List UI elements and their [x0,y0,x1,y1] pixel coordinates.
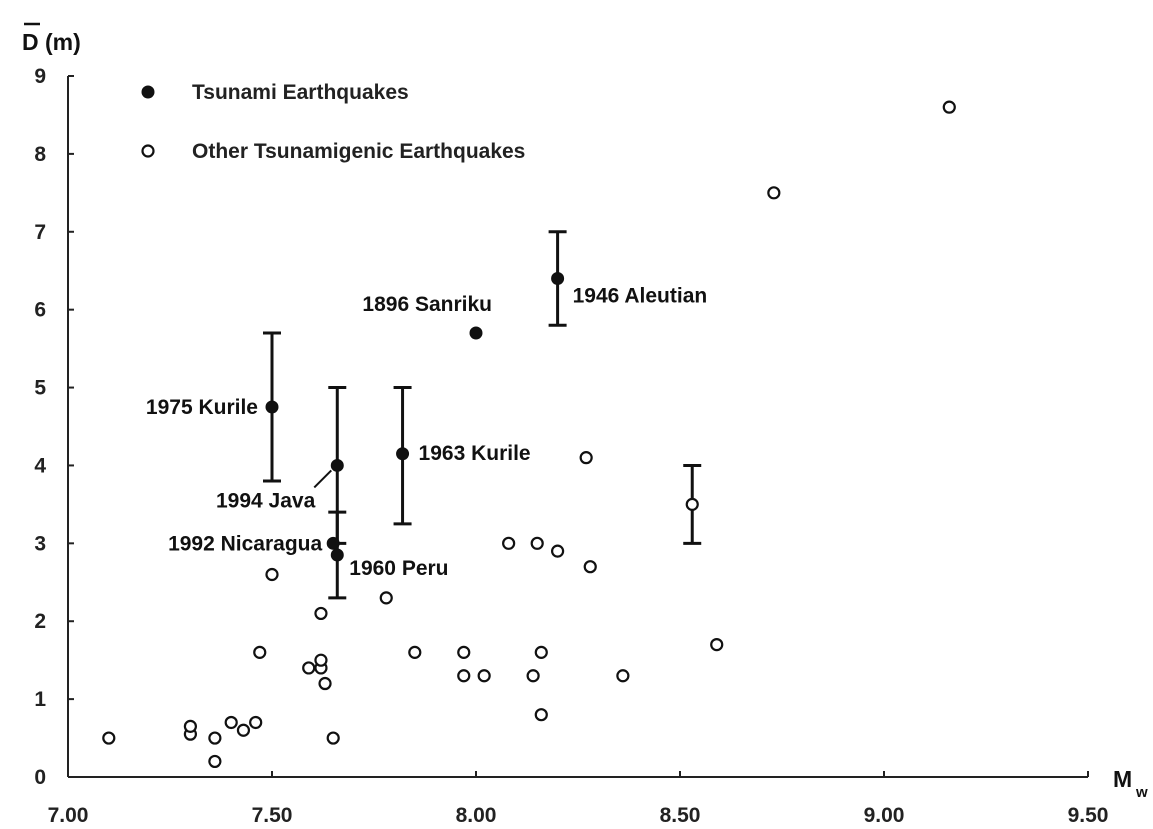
other-earthquake-point [685,497,699,511]
annotation-leader-line [313,469,332,489]
tsunami-earthquake-point [551,272,565,286]
other-earthquake-point [534,708,548,722]
x-axis-title: M [1113,766,1132,792]
point-annotation: 1960 Peru [349,557,448,580]
legend-label-tsunami: Tsunami Earthquakes [192,81,409,104]
legend-marker-filled [141,85,155,99]
point-annotation: 1992 Nicaragua [168,532,322,555]
axes [67,75,1089,778]
other-earthquake-point [457,645,471,659]
other-earthquake-point [265,567,279,582]
other-earthquake-point [616,669,630,683]
x-tick-label: 8.00 [456,804,497,827]
data-points [102,100,956,769]
legend-marker-open [141,144,155,158]
point-annotation: 1994 Java [216,489,316,512]
y-tick-label: 1 [34,688,46,711]
point-annotation: 1963 Kurile [419,442,531,465]
other-earthquake-point [579,451,593,465]
other-earthquake-point [208,754,222,769]
tsunami-earthquake-point [330,548,344,562]
other-earthquake-point [183,719,197,733]
other-earthquake-point [526,669,540,683]
other-earthquake-point [236,723,251,737]
other-earthquake-point [224,715,238,730]
other-earthquake-point [314,606,328,621]
other-earthquake-point [102,731,116,745]
other-earthquake-point [942,100,956,114]
x-tick-label: 9.00 [864,804,905,827]
y-tick-label: 2 [34,610,46,633]
point-annotation: 1946 Aleutian [573,285,708,308]
other-earthquake-point [379,591,393,605]
other-earthquake-point [253,645,267,659]
y-tick-label: 8 [34,143,46,166]
tsunami-earthquake-point [265,400,279,414]
point-annotation: 1896 Sanriku [362,293,492,316]
point-annotation: 1975 Kurile [146,396,258,419]
other-earthquake-point [710,637,724,652]
y-tick-label: 0 [34,766,46,789]
other-earthquake-point [249,715,263,730]
other-earthquake-point [318,676,332,691]
tsunami-earthquake-point [330,458,344,472]
other-earthquake-point [550,544,565,558]
legend: Tsunami Earthquakes Other Tsunamigenic Ea… [141,81,525,163]
tsunami-earthquake-point [469,326,483,340]
y-tick-label: 5 [34,377,46,400]
other-earthquake-point [208,731,222,745]
other-earthquake-point [457,669,471,683]
other-earthquake-point [530,536,544,550]
tsunami-earthquake-point [326,536,340,550]
legend-label-other: Other Tsunamigenic Earthquakes [192,140,525,163]
other-earthquake-point [408,645,422,659]
axis-titles: D (m) Mw [22,22,1148,801]
y-axis-title: D (m) [22,29,81,55]
x-tick-label: 7.50 [252,804,293,827]
other-earthquake-point [302,661,316,675]
y-tick-label: 6 [34,299,46,322]
x-tick-label: 7.00 [48,804,89,827]
x-axis-title-subscript: w [1135,784,1148,801]
tsunami-earthquake-point [396,447,410,461]
other-earthquake-point [534,645,548,659]
other-earthquake-point [502,536,516,550]
other-earthquake-point [583,560,597,574]
x-tick-label: 8.50 [660,804,701,827]
other-earthquake-point [314,653,328,667]
other-earthquake-point [326,731,340,745]
y-tick-label: 4 [34,454,46,477]
y-tick-label: 7 [34,221,46,244]
point-annotations: 1975 Kurile 1994 Java 1992 Nicaragua 1960 P… [146,285,707,581]
other-earthquake-point [477,669,491,683]
y-tick-label: 9 [34,65,46,88]
x-tick-label: 9.50 [1068,804,1109,827]
tick-labels: 0 1 2 3 4 5 6 7 8 9 7.00 7.50 8.00 8.50 9.00 9.50 [34,65,1108,827]
y-tick-label: 3 [34,532,46,555]
other-earthquake-point [767,186,781,200]
